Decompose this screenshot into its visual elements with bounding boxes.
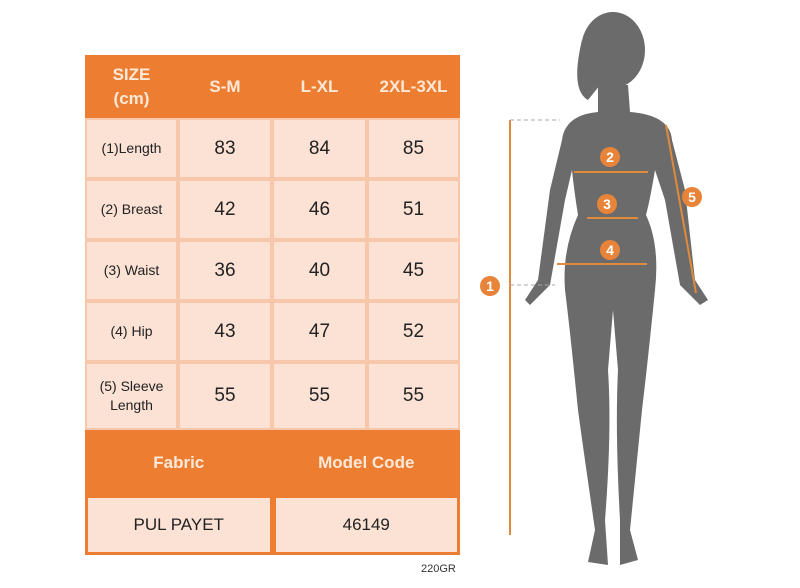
row-value: 55 bbox=[272, 362, 367, 430]
measure-lines bbox=[509, 119, 697, 535]
header-size: SIZE (cm) bbox=[85, 55, 178, 118]
row-value: 40 bbox=[272, 240, 367, 301]
row-label: (2) Breast bbox=[85, 179, 178, 240]
row-value: 42 bbox=[178, 179, 272, 240]
body-silhouette-diagram: 1 2 3 4 5 bbox=[480, 12, 708, 565]
row-value: 45 bbox=[367, 240, 460, 301]
header-l-xl: L-XL bbox=[272, 55, 367, 118]
marker-3: 3 bbox=[603, 196, 611, 212]
footer-value-row: PUL PAYET 46149 bbox=[85, 495, 460, 555]
table-row: (5) Sleeve Length 55 55 55 bbox=[85, 362, 460, 430]
row-value: 55 bbox=[178, 362, 272, 430]
row-label: (1)Length bbox=[85, 118, 178, 179]
header-text: SIZE (cm) bbox=[112, 64, 151, 108]
marker-2: 2 bbox=[606, 149, 614, 165]
model-code-value: 46149 bbox=[272, 495, 460, 555]
table-row: (4) Hip 43 47 52 bbox=[85, 301, 460, 362]
row-value: 46 bbox=[272, 179, 367, 240]
weight-label: 220GR bbox=[421, 563, 456, 575]
row-value: 83 bbox=[178, 118, 272, 179]
row-value: 43 bbox=[178, 301, 272, 362]
fabric-header: Fabric bbox=[85, 430, 273, 495]
footer-header-row: Fabric Model Code bbox=[85, 430, 460, 495]
silhouette-icon bbox=[525, 12, 708, 565]
row-value: 36 bbox=[178, 240, 272, 301]
model-code-header: Model Code bbox=[272, 430, 460, 495]
header-row: SIZE (cm) S-M L-XL 2XL-3XL bbox=[85, 55, 460, 118]
row-value: 85 bbox=[367, 118, 460, 179]
fabric-value: PUL PAYET bbox=[85, 495, 273, 555]
marker-1: 1 bbox=[486, 278, 494, 294]
size-chart-table: SIZE (cm) S-M L-XL 2XL-3XL (1)Length 83 84… bbox=[85, 55, 460, 555]
row-value: 52 bbox=[367, 301, 460, 362]
table-row: (3) Waist 36 40 45 bbox=[85, 240, 460, 301]
row-label: (4) Hip bbox=[85, 301, 178, 362]
row-value: 47 bbox=[272, 301, 367, 362]
marker-4: 4 bbox=[606, 242, 614, 258]
measure-markers bbox=[480, 147, 702, 296]
row-label: (5) Sleeve Length bbox=[85, 362, 178, 430]
row-label: (3) Waist bbox=[85, 240, 178, 301]
row-value: 55 bbox=[367, 362, 460, 430]
table-row: (2) Breast 42 46 51 bbox=[85, 179, 460, 240]
row-value: 84 bbox=[272, 118, 367, 179]
table-row: (1)Length 83 84 85 bbox=[85, 118, 460, 179]
header-s-m: S-M bbox=[178, 55, 272, 118]
header-2xl-3xl: 2XL-3XL bbox=[367, 55, 460, 118]
marker-5: 5 bbox=[688, 189, 696, 205]
row-value: 51 bbox=[367, 179, 460, 240]
